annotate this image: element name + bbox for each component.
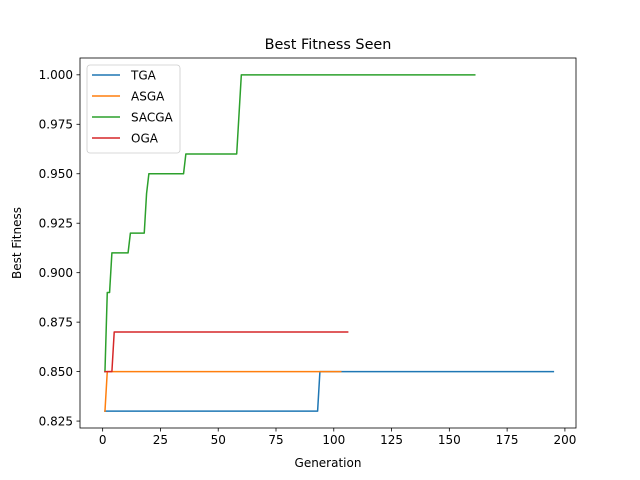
legend-label-asga: ASGA xyxy=(131,89,165,103)
legend-label-sacga: SACGA xyxy=(131,110,174,124)
x-tick-label: 0 xyxy=(99,433,107,447)
x-tick-label: 50 xyxy=(211,433,226,447)
x-tick-label: 100 xyxy=(322,433,345,447)
series-layer xyxy=(104,74,555,412)
x-axis: 0 25 50 75 100 125 150 175 200 xyxy=(99,428,576,447)
legend-label-tga: TGA xyxy=(130,68,157,82)
y-tick-label: 0.925 xyxy=(39,217,73,231)
legend: TGA ASGA SACGA OGA xyxy=(86,64,181,154)
x-tick-label: 75 xyxy=(268,433,283,447)
x-tick-label: 200 xyxy=(553,433,576,447)
x-tick-label: 125 xyxy=(380,433,403,447)
y-axis-label: Best Fitness xyxy=(10,207,24,279)
series-line-sacga xyxy=(104,74,476,373)
y-tick-label: 0.850 xyxy=(39,365,73,379)
series-line-oga xyxy=(104,331,349,373)
plot-frame xyxy=(79,57,577,429)
x-tick-label: 175 xyxy=(496,433,519,447)
series-line-tga xyxy=(104,370,555,412)
legend-box xyxy=(86,64,181,154)
legend-label-oga: OGA xyxy=(131,131,159,145)
y-tick-label: 0.900 xyxy=(39,266,73,280)
x-axis-label: Generation xyxy=(295,456,362,470)
x-tick-label: 25 xyxy=(153,433,168,447)
y-tick-label: 0.875 xyxy=(39,315,73,329)
y-axis: 0.825 0.850 0.875 0.900 0.925 0.950 0.975 1.000 xyxy=(39,68,80,428)
y-tick-label: 1.000 xyxy=(39,68,73,82)
y-tick-label: 0.975 xyxy=(39,118,73,132)
y-tick-label: 0.825 xyxy=(39,414,73,428)
x-tick-label: 150 xyxy=(438,433,461,447)
chart-title: Best Fitness Seen xyxy=(265,37,392,53)
y-tick-label: 0.950 xyxy=(39,167,73,181)
